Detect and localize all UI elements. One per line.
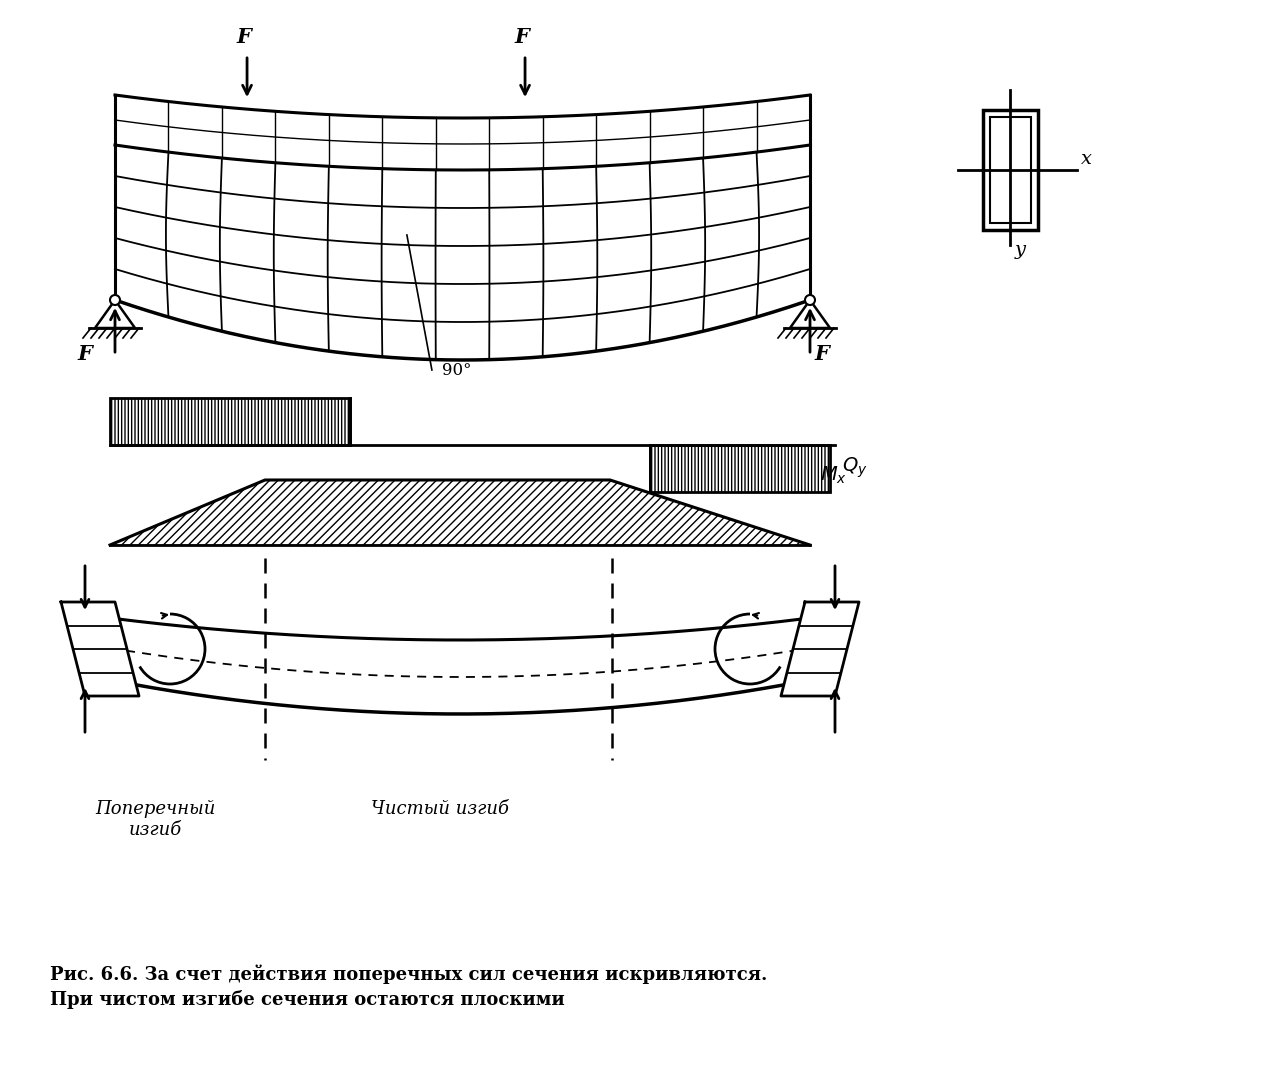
- Text: 90°: 90°: [442, 362, 472, 379]
- Polygon shape: [115, 95, 810, 170]
- Text: $M_x$: $M_x$: [820, 465, 847, 485]
- Polygon shape: [115, 145, 810, 360]
- Text: y: y: [1015, 241, 1026, 259]
- Text: Рис. 6.6. За счет действия поперечных сил сечения искривляются.: Рис. 6.6. За счет действия поперечных си…: [50, 964, 768, 983]
- Bar: [650, 445, 829, 492]
- Text: Поперечный
изгиб: Поперечный изгиб: [95, 799, 215, 839]
- Circle shape: [805, 295, 815, 305]
- Bar: [990, 117, 1031, 223]
- Text: F: F: [514, 27, 529, 47]
- Text: При чистом изгибе сечения остаются плоскими: При чистом изгибе сечения остаются плоск…: [50, 990, 565, 1009]
- Polygon shape: [110, 618, 810, 714]
- Circle shape: [110, 295, 121, 305]
- Polygon shape: [62, 601, 138, 696]
- Bar: [110, 398, 350, 445]
- Polygon shape: [110, 480, 810, 546]
- Text: x: x: [1081, 150, 1092, 168]
- Text: $Q_y$: $Q_y$: [842, 456, 868, 480]
- Text: F: F: [237, 27, 251, 47]
- Text: F: F: [814, 344, 829, 364]
- Text: F: F: [78, 344, 92, 364]
- Text: Чистый изгиб: Чистый изгиб: [370, 799, 509, 818]
- Polygon shape: [781, 601, 859, 696]
- Bar: [983, 110, 1038, 230]
- Polygon shape: [110, 480, 810, 546]
